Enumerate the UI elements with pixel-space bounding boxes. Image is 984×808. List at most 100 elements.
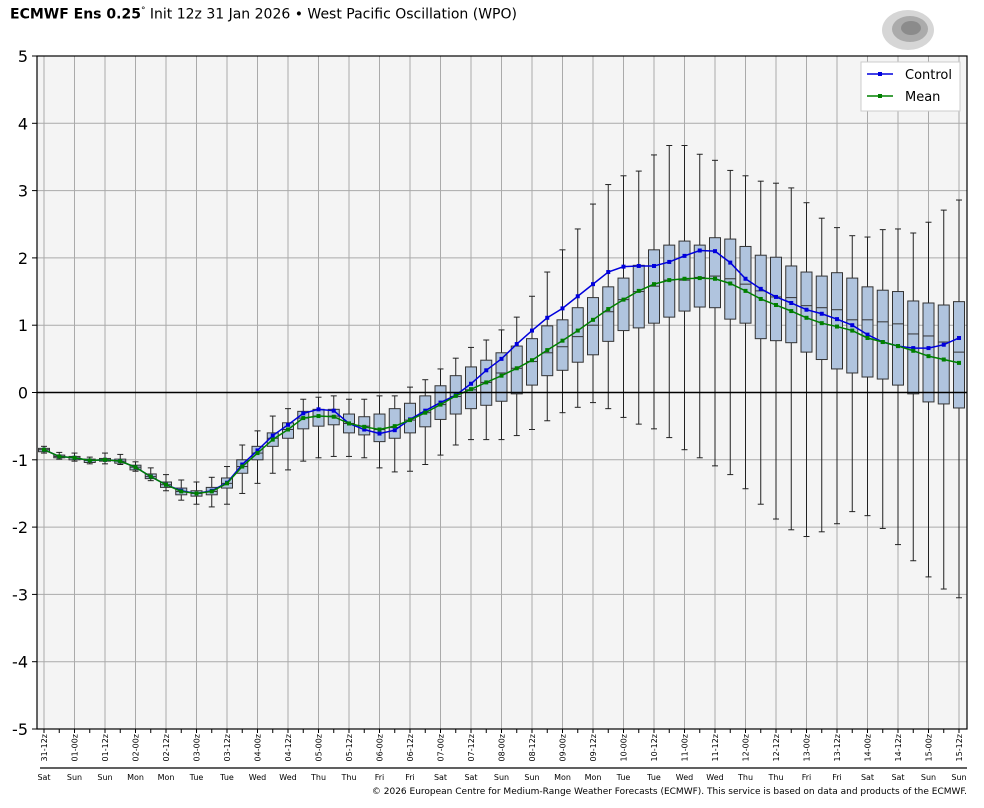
- iqr-box: [937, 304, 950, 405]
- mean-point: [621, 297, 626, 302]
- mean-point: [636, 288, 641, 293]
- x-tick-label: 12-12z: [772, 734, 781, 761]
- x-tick-label: 03-12z: [223, 734, 232, 761]
- control-point: [621, 264, 626, 269]
- mean-point: [42, 447, 46, 452]
- control-point: [438, 400, 443, 405]
- x-day-label: Tue: [189, 773, 204, 782]
- x-tick-label: 12-00z: [742, 734, 751, 761]
- mean-point: [408, 418, 412, 423]
- x-day-label: Sun: [951, 773, 966, 782]
- x-day-label: Sun: [494, 773, 509, 782]
- mean-point: [713, 276, 717, 281]
- mean-point: [957, 360, 961, 365]
- x-day-label: Wed: [706, 773, 723, 782]
- mean-point: [469, 387, 473, 392]
- iqr-box: [297, 410, 310, 430]
- control-point: [667, 259, 672, 264]
- legend-mean-label: Mean: [905, 90, 940, 105]
- control-point: [819, 311, 824, 316]
- mean-point: [743, 288, 748, 293]
- control-point: [255, 448, 260, 453]
- axes: 5 4 3 2 1 0 -1 -2 -3 -4 -5 31-12z Sat 01-00z Sun 01-12z…: [12, 47, 968, 782]
- mean-point: [652, 282, 656, 287]
- x-day-label: Fri: [375, 773, 385, 782]
- control-point: [591, 282, 595, 287]
- y-tick-label: -2: [12, 518, 28, 537]
- control-point: [804, 307, 809, 312]
- control-point: [774, 294, 778, 299]
- x-tick-label: 13-00z: [803, 734, 812, 761]
- control-point: [865, 332, 870, 337]
- mean-point: [499, 373, 504, 378]
- mean-point: [255, 451, 260, 456]
- control-point: [728, 260, 733, 265]
- mean-point: [941, 357, 946, 362]
- x-day-label: Mon: [158, 773, 175, 782]
- y-tick-label: -1: [12, 451, 28, 470]
- x-tick-label: 05-12z: [345, 734, 354, 761]
- mean-point: [819, 321, 824, 326]
- control-point: [713, 249, 717, 254]
- title-rest: Init 12z 31 Jan 2026 • West Pacific Osci…: [145, 6, 517, 23]
- mean-point: [423, 410, 428, 415]
- x-tick-label: 10-00z: [620, 734, 629, 761]
- chart-title: ECMWF Ens 0.25° Init 12z 31 Jan 2026 • W…: [10, 6, 517, 23]
- x-tick-label: 05-00z: [315, 734, 324, 761]
- y-tick-label: -5: [12, 720, 28, 739]
- iqr-box: [800, 271, 813, 353]
- x-day-label: Thu: [737, 773, 753, 782]
- x-day-label: Sun: [524, 773, 539, 782]
- y-tick-label: 5: [18, 47, 28, 66]
- mean-point: [453, 393, 458, 398]
- mean-point: [377, 427, 382, 432]
- x-tick-label: 14-12z: [894, 734, 903, 761]
- x-tick-label: 02-12z: [162, 734, 171, 761]
- mean-point: [911, 348, 916, 353]
- iqr-box: [388, 408, 401, 439]
- control-point: [926, 346, 931, 351]
- x-day-label: Thu: [310, 773, 326, 782]
- y-tick-label: 1: [18, 316, 28, 335]
- mean-point: [575, 328, 580, 333]
- x-tick-label: 04-00z: [254, 734, 263, 761]
- lines: [42, 248, 961, 496]
- mean-point: [880, 340, 885, 345]
- control-point: [941, 342, 946, 347]
- x-tick-label: 15-00z: [925, 734, 934, 761]
- x-day-label: Sun: [921, 773, 936, 782]
- mean-point: [194, 491, 199, 496]
- mean-point: [103, 457, 107, 462]
- control-point: [560, 306, 565, 311]
- control-point: [850, 323, 855, 328]
- mean-point: [560, 338, 565, 343]
- mean-point: [331, 414, 336, 419]
- x-day-label: Wed: [676, 773, 693, 782]
- mean-point: [240, 464, 245, 469]
- control-point: [301, 411, 306, 416]
- control-point: [316, 407, 321, 412]
- control-point: [682, 253, 687, 258]
- mean-point: [591, 317, 595, 322]
- control-point: [499, 356, 504, 361]
- mean-point: [789, 309, 794, 314]
- control-point: [789, 300, 794, 305]
- control-point: [636, 263, 641, 268]
- legend: Control Mean: [860, 61, 961, 112]
- control-point: [575, 294, 580, 299]
- mean-point: [179, 489, 184, 494]
- control-point: [270, 433, 275, 438]
- mean-point: [392, 424, 397, 429]
- x-tick-label: 01-00z: [71, 734, 80, 761]
- x-tick-label: 11-00z: [681, 734, 690, 761]
- iqr-box: [739, 245, 752, 324]
- mean-point: [835, 324, 839, 329]
- control-point: [240, 462, 245, 467]
- mean-point: [896, 344, 900, 349]
- y-tick-label: -3: [12, 585, 28, 604]
- mean-point: [87, 458, 92, 463]
- iqr-box: [693, 244, 706, 308]
- control-point: [606, 270, 611, 275]
- x-tick-label: 11-12z: [711, 734, 720, 761]
- x-day-label: Mon: [554, 773, 571, 782]
